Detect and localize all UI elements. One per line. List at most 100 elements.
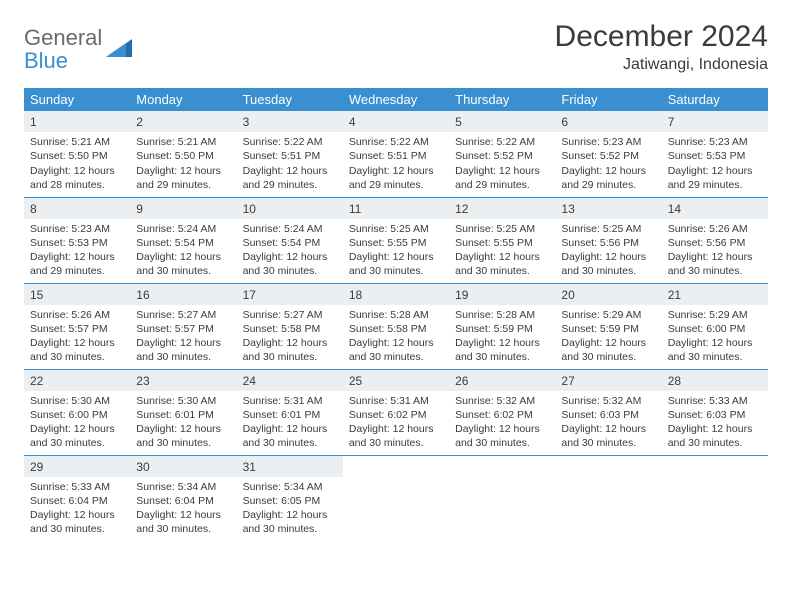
day-number: 23 bbox=[130, 370, 236, 391]
day-body: Sunrise: 5:24 AMSunset: 5:54 PMDaylight:… bbox=[130, 219, 236, 283]
day-number: 30 bbox=[130, 456, 236, 477]
calendar-row: 8Sunrise: 5:23 AMSunset: 5:53 PMDaylight… bbox=[24, 197, 768, 283]
day-number: 3 bbox=[237, 111, 343, 132]
calendar-cell: 12Sunrise: 5:25 AMSunset: 5:55 PMDayligh… bbox=[449, 197, 555, 283]
calendar-cell: 5Sunrise: 5:22 AMSunset: 5:52 PMDaylight… bbox=[449, 111, 555, 197]
day-number: 10 bbox=[237, 198, 343, 219]
day-number: 19 bbox=[449, 284, 555, 305]
calendar-cell: 8Sunrise: 5:23 AMSunset: 5:53 PMDaylight… bbox=[24, 197, 130, 283]
calendar-table: Sunday Monday Tuesday Wednesday Thursday… bbox=[24, 88, 768, 541]
logo-triangle-icon bbox=[106, 37, 132, 57]
calendar-cell: 31Sunrise: 5:34 AMSunset: 6:05 PMDayligh… bbox=[237, 455, 343, 541]
calendar-cell: 22Sunrise: 5:30 AMSunset: 6:00 PMDayligh… bbox=[24, 369, 130, 455]
calendar-cell: 4Sunrise: 5:22 AMSunset: 5:51 PMDaylight… bbox=[343, 111, 449, 197]
day-body: Sunrise: 5:30 AMSunset: 6:01 PMDaylight:… bbox=[130, 391, 236, 455]
day-body: Sunrise: 5:23 AMSunset: 5:53 PMDaylight:… bbox=[24, 219, 130, 283]
calendar-cell bbox=[449, 455, 555, 541]
day-number: 24 bbox=[237, 370, 343, 391]
day-number: 5 bbox=[449, 111, 555, 132]
day-body: Sunrise: 5:22 AMSunset: 5:51 PMDaylight:… bbox=[237, 132, 343, 196]
header: General Blue December 2024 Jatiwangi, In… bbox=[24, 20, 768, 74]
day-body: Sunrise: 5:33 AMSunset: 6:03 PMDaylight:… bbox=[662, 391, 768, 455]
day-body: Sunrise: 5:28 AMSunset: 5:58 PMDaylight:… bbox=[343, 305, 449, 369]
weekday-header: Saturday bbox=[662, 88, 768, 111]
calendar-cell: 30Sunrise: 5:34 AMSunset: 6:04 PMDayligh… bbox=[130, 455, 236, 541]
weekday-header: Wednesday bbox=[343, 88, 449, 111]
calendar-cell: 6Sunrise: 5:23 AMSunset: 5:52 PMDaylight… bbox=[555, 111, 661, 197]
calendar-cell: 18Sunrise: 5:28 AMSunset: 5:58 PMDayligh… bbox=[343, 283, 449, 369]
calendar-body: 1Sunrise: 5:21 AMSunset: 5:50 PMDaylight… bbox=[24, 111, 768, 541]
day-body: Sunrise: 5:24 AMSunset: 5:54 PMDaylight:… bbox=[237, 219, 343, 283]
calendar-row: 22Sunrise: 5:30 AMSunset: 6:00 PMDayligh… bbox=[24, 369, 768, 455]
day-number: 31 bbox=[237, 456, 343, 477]
day-body: Sunrise: 5:26 AMSunset: 5:57 PMDaylight:… bbox=[24, 305, 130, 369]
day-body: Sunrise: 5:25 AMSunset: 5:56 PMDaylight:… bbox=[555, 219, 661, 283]
day-body: Sunrise: 5:27 AMSunset: 5:58 PMDaylight:… bbox=[237, 305, 343, 369]
day-body: Sunrise: 5:26 AMSunset: 5:56 PMDaylight:… bbox=[662, 219, 768, 283]
calendar-cell: 15Sunrise: 5:26 AMSunset: 5:57 PMDayligh… bbox=[24, 283, 130, 369]
brand-line2: Blue bbox=[24, 48, 68, 73]
weekday-header: Friday bbox=[555, 88, 661, 111]
calendar-cell: 2Sunrise: 5:21 AMSunset: 5:50 PMDaylight… bbox=[130, 111, 236, 197]
day-body: Sunrise: 5:33 AMSunset: 6:04 PMDaylight:… bbox=[24, 477, 130, 541]
calendar-cell: 28Sunrise: 5:33 AMSunset: 6:03 PMDayligh… bbox=[662, 369, 768, 455]
day-body: Sunrise: 5:22 AMSunset: 5:51 PMDaylight:… bbox=[343, 132, 449, 196]
day-number: 11 bbox=[343, 198, 449, 219]
day-number: 8 bbox=[24, 198, 130, 219]
calendar-cell: 19Sunrise: 5:28 AMSunset: 5:59 PMDayligh… bbox=[449, 283, 555, 369]
day-number: 16 bbox=[130, 284, 236, 305]
calendar-cell: 24Sunrise: 5:31 AMSunset: 6:01 PMDayligh… bbox=[237, 369, 343, 455]
day-body: Sunrise: 5:21 AMSunset: 5:50 PMDaylight:… bbox=[130, 132, 236, 196]
location: Jatiwangi, Indonesia bbox=[555, 56, 768, 74]
day-body: Sunrise: 5:30 AMSunset: 6:00 PMDaylight:… bbox=[24, 391, 130, 455]
weekday-header: Monday bbox=[130, 88, 236, 111]
day-number: 25 bbox=[343, 370, 449, 391]
title-block: December 2024 Jatiwangi, Indonesia bbox=[555, 20, 768, 74]
day-body: Sunrise: 5:29 AMSunset: 5:59 PMDaylight:… bbox=[555, 305, 661, 369]
day-number: 20 bbox=[555, 284, 661, 305]
day-body: Sunrise: 5:25 AMSunset: 5:55 PMDaylight:… bbox=[343, 219, 449, 283]
calendar-cell bbox=[343, 455, 449, 541]
day-number: 13 bbox=[555, 198, 661, 219]
day-number: 12 bbox=[449, 198, 555, 219]
day-number: 1 bbox=[24, 111, 130, 132]
brand-line1: General bbox=[24, 25, 102, 50]
day-number: 4 bbox=[343, 111, 449, 132]
day-number: 22 bbox=[24, 370, 130, 391]
day-body: Sunrise: 5:28 AMSunset: 5:59 PMDaylight:… bbox=[449, 305, 555, 369]
day-body: Sunrise: 5:21 AMSunset: 5:50 PMDaylight:… bbox=[24, 132, 130, 196]
day-body: Sunrise: 5:23 AMSunset: 5:52 PMDaylight:… bbox=[555, 132, 661, 196]
day-number: 9 bbox=[130, 198, 236, 219]
day-number: 14 bbox=[662, 198, 768, 219]
day-number: 28 bbox=[662, 370, 768, 391]
day-number: 17 bbox=[237, 284, 343, 305]
calendar-cell: 26Sunrise: 5:32 AMSunset: 6:02 PMDayligh… bbox=[449, 369, 555, 455]
calendar-cell: 29Sunrise: 5:33 AMSunset: 6:04 PMDayligh… bbox=[24, 455, 130, 541]
calendar-cell: 27Sunrise: 5:32 AMSunset: 6:03 PMDayligh… bbox=[555, 369, 661, 455]
calendar-cell: 17Sunrise: 5:27 AMSunset: 5:58 PMDayligh… bbox=[237, 283, 343, 369]
day-body: Sunrise: 5:25 AMSunset: 5:55 PMDaylight:… bbox=[449, 219, 555, 283]
day-number: 15 bbox=[24, 284, 130, 305]
day-number: 2 bbox=[130, 111, 236, 132]
day-body: Sunrise: 5:31 AMSunset: 6:01 PMDaylight:… bbox=[237, 391, 343, 455]
day-body: Sunrise: 5:31 AMSunset: 6:02 PMDaylight:… bbox=[343, 391, 449, 455]
weekday-header: Thursday bbox=[449, 88, 555, 111]
calendar-cell: 11Sunrise: 5:25 AMSunset: 5:55 PMDayligh… bbox=[343, 197, 449, 283]
calendar-cell: 23Sunrise: 5:30 AMSunset: 6:01 PMDayligh… bbox=[130, 369, 236, 455]
day-number: 21 bbox=[662, 284, 768, 305]
calendar-cell: 3Sunrise: 5:22 AMSunset: 5:51 PMDaylight… bbox=[237, 111, 343, 197]
weekday-header-row: Sunday Monday Tuesday Wednesday Thursday… bbox=[24, 88, 768, 111]
calendar-cell: 7Sunrise: 5:23 AMSunset: 5:53 PMDaylight… bbox=[662, 111, 768, 197]
day-body: Sunrise: 5:34 AMSunset: 6:04 PMDaylight:… bbox=[130, 477, 236, 541]
calendar-row: 29Sunrise: 5:33 AMSunset: 6:04 PMDayligh… bbox=[24, 455, 768, 541]
day-body: Sunrise: 5:34 AMSunset: 6:05 PMDaylight:… bbox=[237, 477, 343, 541]
month-title: December 2024 bbox=[555, 20, 768, 54]
day-body: Sunrise: 5:27 AMSunset: 5:57 PMDaylight:… bbox=[130, 305, 236, 369]
day-body: Sunrise: 5:29 AMSunset: 6:00 PMDaylight:… bbox=[662, 305, 768, 369]
calendar-cell: 13Sunrise: 5:25 AMSunset: 5:56 PMDayligh… bbox=[555, 197, 661, 283]
calendar-cell: 21Sunrise: 5:29 AMSunset: 6:00 PMDayligh… bbox=[662, 283, 768, 369]
day-body: Sunrise: 5:22 AMSunset: 5:52 PMDaylight:… bbox=[449, 132, 555, 196]
day-number: 18 bbox=[343, 284, 449, 305]
weekday-header: Sunday bbox=[24, 88, 130, 111]
calendar-cell: 9Sunrise: 5:24 AMSunset: 5:54 PMDaylight… bbox=[130, 197, 236, 283]
